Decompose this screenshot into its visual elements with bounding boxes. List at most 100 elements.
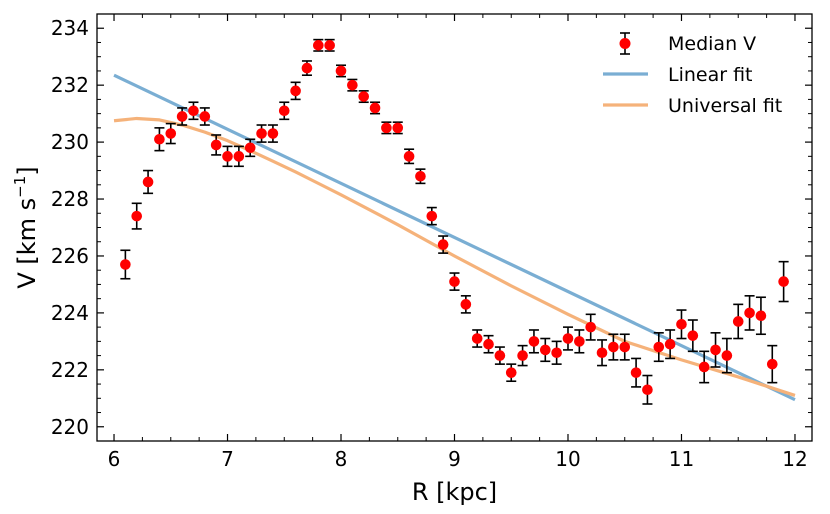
x-tick-label: 7: [221, 447, 234, 471]
point-marker: [176, 111, 188, 122]
point-marker: [483, 338, 494, 350]
point-marker: [721, 350, 733, 361]
x-tick-label: 6: [108, 447, 121, 471]
x-tick-label: 9: [448, 447, 461, 471]
data-point: [392, 121, 404, 135]
point-marker: [210, 139, 222, 151]
point-marker: [460, 299, 472, 310]
point-marker: [313, 40, 324, 51]
point-marker: [710, 344, 721, 356]
point-marker: [664, 338, 676, 350]
data-point: [176, 107, 188, 126]
data-point: [358, 90, 370, 104]
point-marker: [528, 336, 540, 347]
data-point: [676, 309, 687, 340]
y-axis-label-superscript: −1: [11, 176, 29, 198]
point-marker: [154, 133, 165, 145]
point-marker: [199, 111, 211, 122]
tick-labels-layer: 6 7 8 9 10 11 12 220 222 224 226 228 230 232 234: [51, 16, 808, 471]
x-tick-label: 11: [669, 447, 694, 471]
y-axis-label-end: ]: [13, 166, 41, 175]
data-point: [381, 121, 392, 135]
legend-item-universal-fit: Universal fit: [603, 95, 782, 117]
data-point: [630, 357, 642, 388]
data-point: [154, 127, 165, 152]
data-points-layer: [120, 38, 789, 405]
point-marker: [120, 259, 131, 270]
data-point: [449, 272, 460, 291]
point-marker: [471, 333, 483, 344]
point-marker: [290, 85, 301, 97]
x-tick-label: 8: [335, 447, 348, 471]
data-point: [505, 363, 517, 383]
data-point: [233, 145, 245, 168]
point-marker: [778, 276, 789, 287]
point-marker: [539, 344, 551, 356]
point-marker: [608, 341, 619, 353]
data-point: [301, 60, 313, 77]
y-tick-label: 230: [51, 130, 89, 154]
data-point: [460, 295, 472, 314]
data-point: [188, 101, 199, 121]
data-point: [574, 329, 585, 354]
data-point: [324, 38, 335, 52]
y-tick-label: 232: [51, 73, 89, 97]
point-marker: [267, 128, 279, 139]
data-point: [664, 329, 676, 360]
data-point: [766, 344, 778, 384]
data-point: [494, 346, 506, 365]
point-marker: [222, 151, 233, 162]
data-point: [437, 235, 449, 254]
point-marker: [415, 170, 426, 182]
point-marker: [505, 367, 517, 378]
point-marker: [642, 384, 653, 396]
y-tick-label: 220: [51, 415, 89, 439]
point-marker: [766, 358, 778, 370]
point-marker: [392, 122, 404, 134]
legend-label-linear-fit: Linear fit: [668, 64, 753, 86]
point-marker: [687, 330, 699, 341]
legend-item-linear-fit: Linear fit: [603, 64, 753, 86]
data-point: [596, 339, 608, 367]
point-marker: [437, 239, 449, 250]
point-marker: [165, 128, 177, 139]
point-marker: [653, 341, 665, 353]
point-marker: [131, 210, 143, 222]
data-point: [642, 374, 653, 405]
data-point: [142, 169, 154, 195]
x-tick-label: 12: [782, 447, 807, 471]
data-point: [165, 122, 177, 145]
y-tick-label: 224: [51, 301, 89, 325]
data-point: [721, 337, 733, 374]
data-point: [653, 332, 665, 363]
point-marker: [732, 316, 744, 327]
x-tick-label: 10: [555, 447, 580, 471]
data-point: [687, 319, 699, 353]
data-point: [528, 329, 540, 354]
data-point: [278, 101, 290, 121]
ticks-layer: [97, 14, 812, 441]
data-point: [517, 344, 528, 367]
legend: Median V Linear fit Universal fit: [603, 32, 782, 117]
data-point: [471, 329, 483, 348]
data-point: [608, 333, 619, 361]
linear-fit-line: [113, 73, 796, 402]
data-point: [551, 340, 562, 365]
legend-label-universal-fit: Universal fit: [668, 95, 782, 117]
point-marker: [551, 347, 562, 359]
point-marker: [574, 336, 585, 347]
point-marker: [188, 105, 199, 117]
data-point: [313, 38, 324, 52]
universal-fit-line: [113, 116, 796, 397]
point-marker: [755, 310, 767, 322]
y-axis-label-main: V [km s: [13, 198, 41, 289]
data-point: [483, 334, 494, 354]
point-marker: [676, 318, 687, 330]
point-marker: [517, 350, 528, 361]
point-marker: [142, 176, 154, 188]
point-marker: [324, 40, 335, 51]
point-marker: [562, 333, 574, 344]
point-marker: [426, 210, 438, 222]
data-point: [210, 134, 222, 156]
